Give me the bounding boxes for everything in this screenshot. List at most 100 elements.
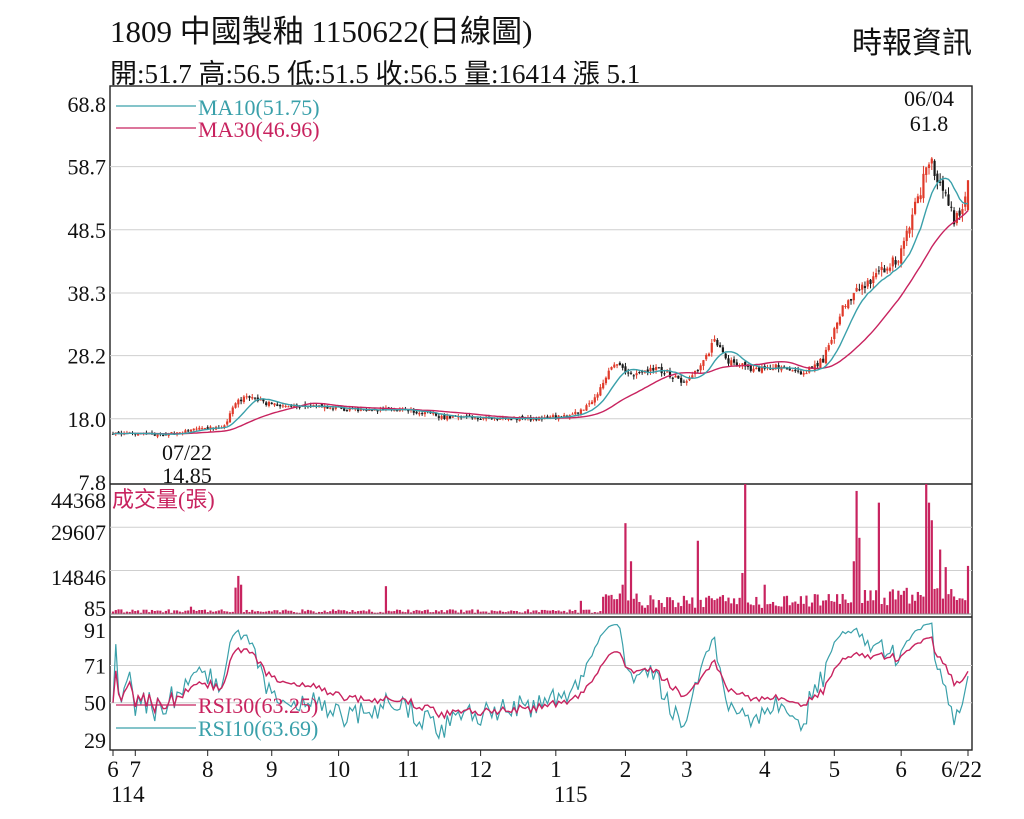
candle-body [635, 373, 638, 376]
candle-body [649, 367, 652, 372]
candle-body [927, 164, 931, 169]
volume-bar [448, 609, 452, 614]
candle-body [741, 363, 744, 366]
volume-bar [654, 607, 658, 614]
volume-bar [114, 610, 117, 614]
volume-bar [253, 611, 257, 614]
x-month-label: 6 [107, 757, 119, 782]
volume-bar [415, 609, 418, 614]
annotation-high-value: 61.8 [910, 111, 949, 136]
candle-body [629, 372, 633, 374]
candle-body [251, 397, 254, 399]
volume-bar [646, 605, 649, 614]
volume-bar [604, 594, 608, 614]
volume-bar [693, 607, 697, 614]
volume-bar [785, 595, 789, 614]
volume-bar [434, 610, 438, 614]
candle-body [719, 345, 722, 348]
price-tick-label: 38.3 [68, 281, 107, 306]
candle-body [443, 414, 446, 419]
volume-bar [713, 600, 716, 614]
candle-body [774, 364, 777, 369]
candle-body [242, 396, 245, 402]
volume-bar [504, 612, 507, 614]
candle-body [680, 377, 683, 383]
volume-bar [507, 611, 510, 614]
volume-bar [588, 609, 591, 614]
volume-bar [822, 600, 825, 614]
volume-bar [401, 611, 404, 614]
volume-bar [217, 610, 220, 614]
candle-body [437, 416, 440, 418]
candle-body [730, 360, 733, 366]
volume-bar [897, 590, 900, 614]
candle-body [432, 412, 435, 415]
volume-bar [515, 611, 518, 614]
volume-bar [262, 611, 265, 614]
volume-bar [317, 611, 321, 614]
volume-bar [142, 609, 145, 614]
candle-body [331, 408, 335, 410]
volume-bar [245, 609, 248, 614]
candle-body [259, 399, 262, 401]
ohlc-stats: 開:51.7 高:56.5 低:51.5 收:56.5 量:16414 漲 5.… [110, 59, 641, 89]
volume-bar [568, 609, 571, 614]
volume-bar [418, 610, 421, 614]
volume-bar [766, 604, 769, 614]
candle-body [281, 405, 284, 407]
volume-bar [888, 591, 892, 614]
candle-body [267, 401, 271, 406]
candle-body [187, 430, 190, 432]
volume-bar [501, 611, 505, 614]
x-month-label: 4 [759, 757, 771, 782]
candle-body [418, 412, 421, 415]
volume-bar [966, 565, 970, 614]
candle-body [955, 213, 958, 224]
candle-body [446, 415, 449, 420]
rsi-tick-label: 29 [84, 728, 106, 753]
volume-bar [791, 602, 794, 614]
candle-body [613, 364, 616, 368]
candle-body [836, 322, 839, 329]
volume-bar [716, 598, 719, 614]
candle-body [883, 268, 886, 273]
volume-bar [198, 609, 201, 614]
candle-body [691, 375, 694, 379]
volume-bar [688, 603, 691, 614]
candle-body [847, 300, 850, 309]
volume-bar [468, 610, 471, 614]
volume-bar [958, 598, 961, 614]
rsi-panel: RSI30(63.25)RSI10(63.69) [112, 622, 969, 741]
candle-body [900, 248, 903, 264]
candle-body [615, 364, 619, 366]
candle-body [874, 273, 878, 278]
candle-body [551, 415, 555, 418]
volume-bar [894, 599, 897, 614]
candle-body [922, 173, 925, 199]
volume-bar [524, 611, 527, 614]
volume-bar [128, 611, 131, 614]
volume-bar [936, 588, 939, 614]
volume-bar [730, 603, 733, 614]
candle-body [618, 362, 621, 365]
volume-bar [315, 612, 318, 614]
volume-bar [543, 609, 546, 614]
volume-bar [368, 609, 371, 614]
volume-bar [184, 610, 187, 614]
candle-body [398, 410, 401, 412]
candle-body [788, 368, 791, 371]
volume-bar [284, 609, 287, 614]
volume-bar [409, 612, 413, 614]
candle-body [858, 289, 861, 291]
volume-bar [858, 537, 861, 614]
volume-bar [844, 599, 847, 614]
volume-bar [813, 594, 816, 614]
candle-body [724, 353, 727, 359]
candle-body [490, 418, 493, 420]
candle-body [833, 328, 836, 340]
candle-body [304, 404, 307, 407]
candle-body [855, 287, 858, 292]
volume-bar [916, 591, 919, 614]
candle-body [791, 370, 794, 372]
